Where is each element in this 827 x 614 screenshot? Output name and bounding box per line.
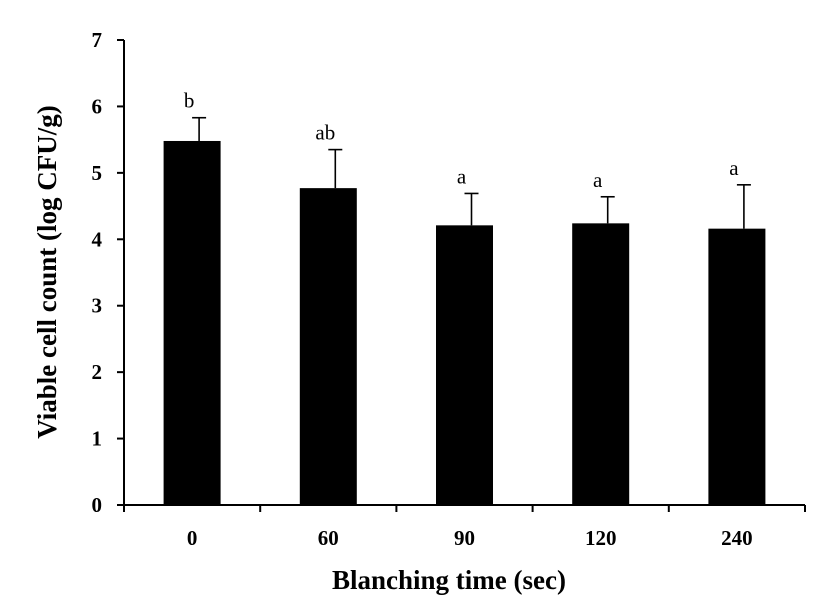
significance-label: b <box>184 89 195 113</box>
x-tick-label: 60 <box>318 526 339 550</box>
y-tick-label: 2 <box>92 360 103 384</box>
significance-label: a <box>457 164 467 188</box>
bar <box>436 225 493 506</box>
x-tick-label: 90 <box>454 526 475 550</box>
significance-label: a <box>729 156 739 180</box>
y-tick-label: 3 <box>92 294 103 318</box>
x-tick-label: 120 <box>585 526 617 550</box>
y-tick-label: 1 <box>92 427 103 451</box>
x-ticks: 0 60 90 120 240 <box>123 505 806 550</box>
bar <box>299 188 357 505</box>
x-tick-label: 240 <box>721 526 753 550</box>
y-tick-label: 4 <box>92 227 103 251</box>
bars: b ab a a a <box>163 89 766 506</box>
significance-label: a <box>593 168 603 192</box>
y-ticks: 0 1 2 3 4 5 6 7 <box>92 28 124 517</box>
y-tick-label: 5 <box>92 161 103 185</box>
bar <box>708 228 766 505</box>
bar <box>163 140 221 505</box>
y-axis-title: Viable cell count (log CFU/g) <box>32 105 62 438</box>
x-axis-title: Blanching time (sec) <box>332 565 566 595</box>
y-tick-label: 0 <box>92 493 103 517</box>
bar <box>572 223 630 506</box>
y-tick-label: 6 <box>92 94 103 118</box>
x-tick-label: 0 <box>187 526 198 550</box>
significance-label: ab <box>315 121 335 145</box>
y-tick-label: 7 <box>92 28 103 52</box>
